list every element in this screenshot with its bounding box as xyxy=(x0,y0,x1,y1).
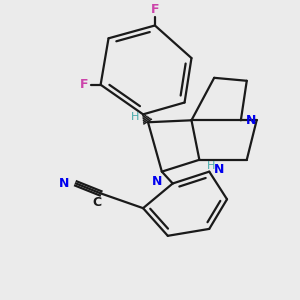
Text: H: H xyxy=(207,161,215,171)
Text: F: F xyxy=(151,3,159,16)
Text: F: F xyxy=(80,78,89,91)
Text: N: N xyxy=(214,163,225,176)
Text: N: N xyxy=(152,175,162,188)
Text: N: N xyxy=(59,177,69,190)
Text: N: N xyxy=(246,114,256,127)
Text: C: C xyxy=(92,196,101,209)
Text: H: H xyxy=(131,112,140,122)
